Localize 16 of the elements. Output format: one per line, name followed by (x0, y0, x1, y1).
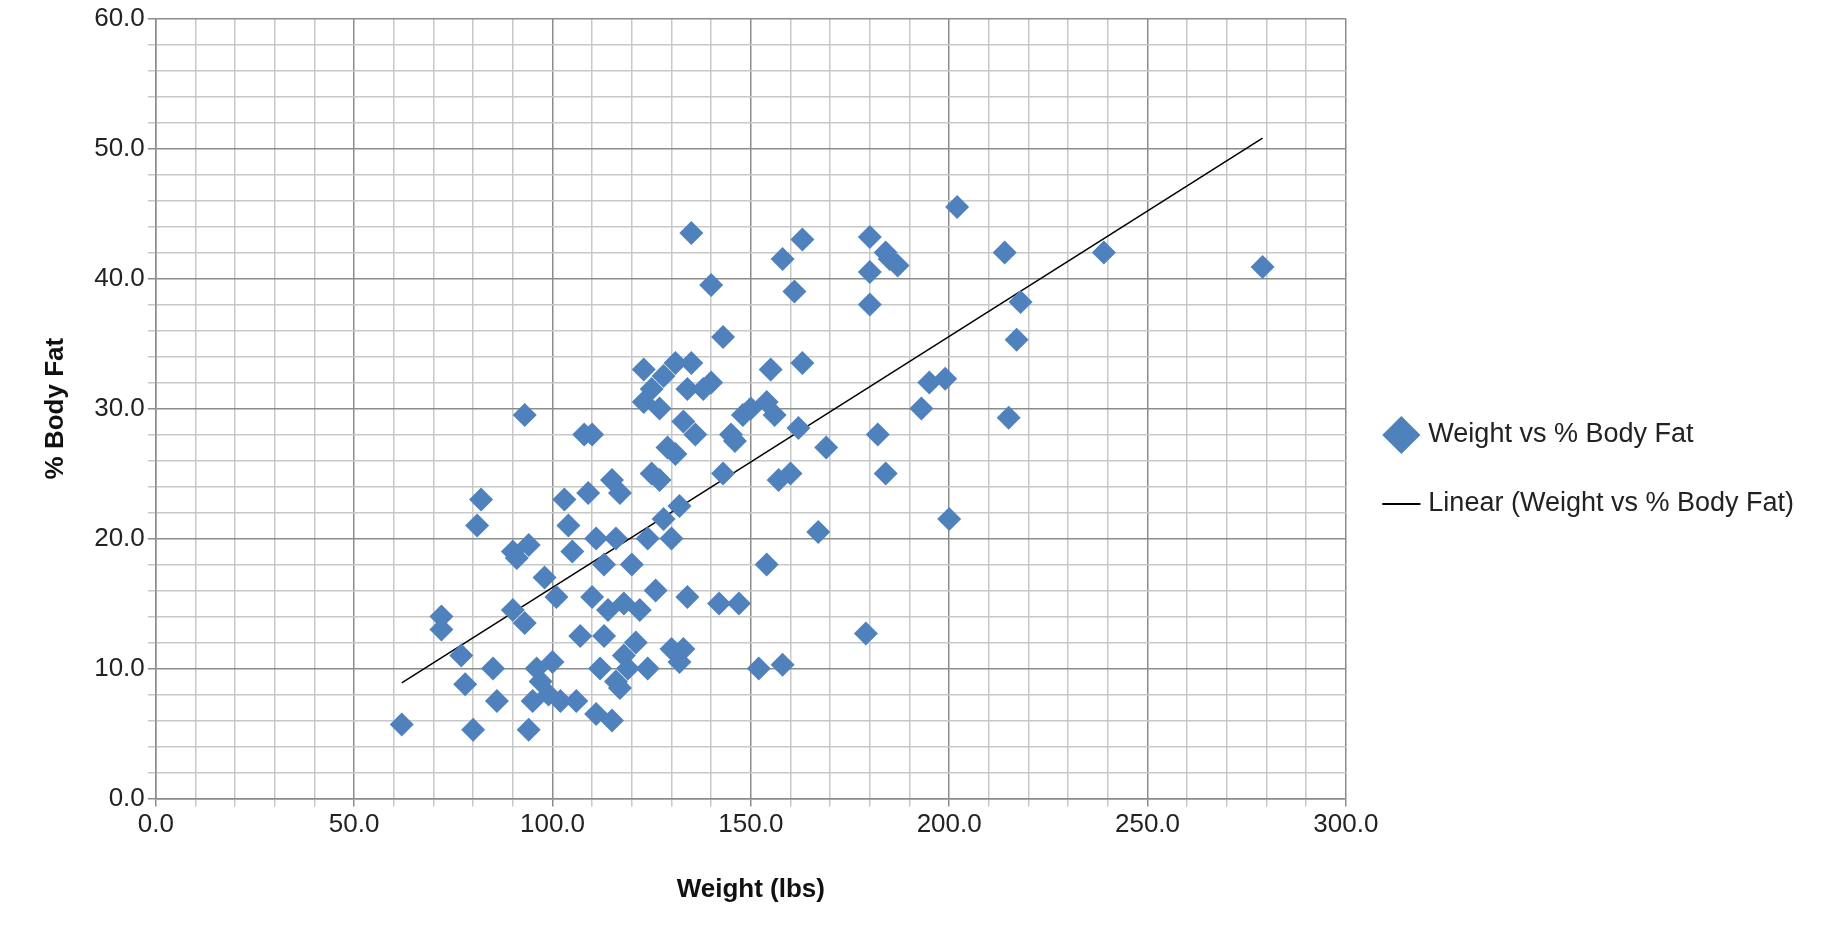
y-tick-label: 30.0 (94, 391, 145, 422)
x-axis-title: Weight (lbs) (676, 872, 825, 903)
legend-label: Weight vs % Body Fat (1428, 418, 1694, 449)
x-tick-label: 150.0 (718, 808, 784, 839)
x-tick-label: 50.0 (328, 808, 380, 839)
y-tick-label: 10.0 (94, 651, 145, 682)
y-tick-label: 50.0 (94, 131, 145, 162)
x-tick-label: 250.0 (1114, 808, 1181, 839)
y-tick-label: 40.0 (94, 261, 145, 292)
y-axis-title: % Body Fat (38, 337, 69, 480)
y-tick-label: 60.0 (94, 1, 145, 32)
x-tick-label: 300.0 (1313, 808, 1379, 839)
y-tick-label: 20.0 (94, 521, 145, 552)
x-tick-label: 100.0 (519, 808, 586, 839)
x-tick-label: 200.0 (916, 808, 982, 839)
legend-label: Linear (Weight vs % Body Fat) (1428, 487, 1795, 518)
